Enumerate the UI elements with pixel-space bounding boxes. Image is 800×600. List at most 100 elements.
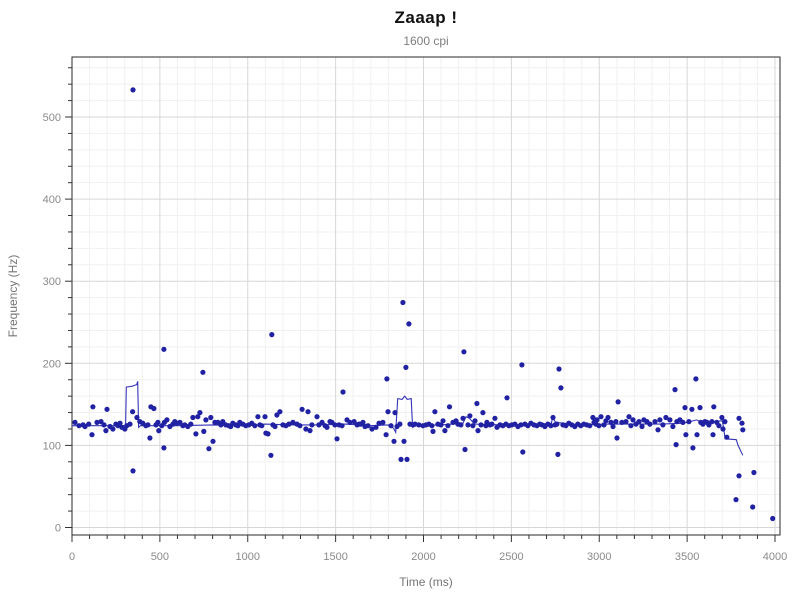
scatter-point xyxy=(347,419,353,425)
scatter-point xyxy=(556,366,562,372)
scatter-point xyxy=(461,349,467,355)
scatter-point xyxy=(630,417,636,423)
scatter-point xyxy=(720,426,726,432)
scatter-point xyxy=(446,404,453,410)
scatter-point xyxy=(203,417,209,423)
scatter-point xyxy=(680,419,686,425)
scatter-point xyxy=(672,387,678,393)
scatter-point xyxy=(297,423,303,429)
scatter-point xyxy=(647,421,653,427)
scatter-point xyxy=(639,423,645,430)
scatter-point xyxy=(706,422,712,428)
scatter-point xyxy=(689,406,695,412)
scatter-point xyxy=(416,422,422,428)
scatter-point xyxy=(259,423,265,429)
scatter-point xyxy=(626,414,632,420)
scatter-point xyxy=(314,414,320,420)
scatter-point xyxy=(164,417,170,423)
scatter-point xyxy=(265,431,271,437)
scatter-point xyxy=(324,424,330,430)
x-tick-label: 2000 xyxy=(411,551,435,563)
scatter-point xyxy=(268,452,274,458)
x-tick-label: 4000 xyxy=(763,551,787,563)
scatter-point xyxy=(667,417,673,423)
scatter-point xyxy=(373,424,379,430)
scatter-point xyxy=(319,419,325,425)
scatter-point xyxy=(397,421,403,427)
scatter-point xyxy=(190,414,196,421)
scatter-point xyxy=(693,376,699,382)
scatter-point xyxy=(130,409,136,415)
scatter-point xyxy=(299,406,305,412)
scatter-point xyxy=(610,423,616,430)
y-tick-label: 400 xyxy=(43,194,61,206)
y-tick-label: 0 xyxy=(55,523,61,535)
scatter-point xyxy=(489,421,495,427)
scatter-point xyxy=(117,420,123,426)
scatter-point xyxy=(404,456,410,462)
scatter-point xyxy=(200,369,206,375)
x-tick-label: 1500 xyxy=(323,551,347,563)
scatter-point xyxy=(590,414,596,421)
scatter-point xyxy=(210,438,216,444)
scatter-point xyxy=(711,404,717,410)
scatter-point xyxy=(252,423,258,429)
scatter-point xyxy=(722,419,728,425)
scatter-point xyxy=(504,395,510,401)
scatter-point xyxy=(694,432,700,438)
scatter-point xyxy=(286,421,292,427)
scatter-point xyxy=(628,423,634,429)
scatter-point xyxy=(82,423,88,430)
scatter-point xyxy=(710,432,716,438)
scatter-point xyxy=(429,423,435,429)
chart-title: Zaaap ! xyxy=(394,8,458,27)
scatter-point xyxy=(663,414,669,421)
scatter-point xyxy=(673,442,679,448)
scatter-point xyxy=(351,419,357,425)
scatter-point xyxy=(365,423,371,429)
scatter-point xyxy=(686,419,692,425)
chart-subtitle: 1600 cpi xyxy=(403,34,449,48)
scatter-point xyxy=(220,419,226,425)
scatter-point xyxy=(383,432,389,438)
scatter-point xyxy=(76,423,82,429)
scatter-point xyxy=(657,417,663,423)
scatter-point xyxy=(460,415,466,421)
x-axis-label: Time (ms) xyxy=(399,575,453,589)
scatter-point xyxy=(709,419,715,425)
scatter-point xyxy=(670,423,676,430)
scatter-point xyxy=(619,419,625,425)
scatter-point xyxy=(104,406,110,412)
scatter-point xyxy=(384,376,390,382)
y-tick-label: 100 xyxy=(43,440,61,452)
scatter-point xyxy=(401,438,407,444)
scatter-point xyxy=(360,419,366,425)
y-tick-label: 200 xyxy=(43,358,61,370)
scatter-point xyxy=(307,428,313,434)
scatter-point xyxy=(442,428,448,434)
scatter-point xyxy=(380,419,386,425)
scatter-point xyxy=(161,346,167,352)
x-tick-label: 0 xyxy=(69,551,75,563)
scatter-point xyxy=(127,421,133,427)
scatter-point xyxy=(151,405,157,412)
scatter-point xyxy=(690,445,696,451)
scatter-point xyxy=(98,419,104,425)
scatter-point xyxy=(770,515,776,522)
scatter-point xyxy=(598,414,604,420)
scatter-point xyxy=(594,417,600,423)
scatter-point xyxy=(305,409,311,415)
scatter-point xyxy=(472,418,478,424)
scatter-point xyxy=(332,422,338,428)
scatter-point xyxy=(269,332,275,338)
scatter-point xyxy=(750,504,756,510)
scatter-point xyxy=(177,419,183,425)
scatter-point xyxy=(697,405,703,411)
x-tick-label: 3500 xyxy=(675,551,699,563)
scatter-point xyxy=(290,419,296,425)
x-tick-label: 500 xyxy=(151,551,169,563)
scatter-point xyxy=(400,299,406,306)
scatter-point xyxy=(614,435,620,441)
scatter-point xyxy=(655,427,661,433)
